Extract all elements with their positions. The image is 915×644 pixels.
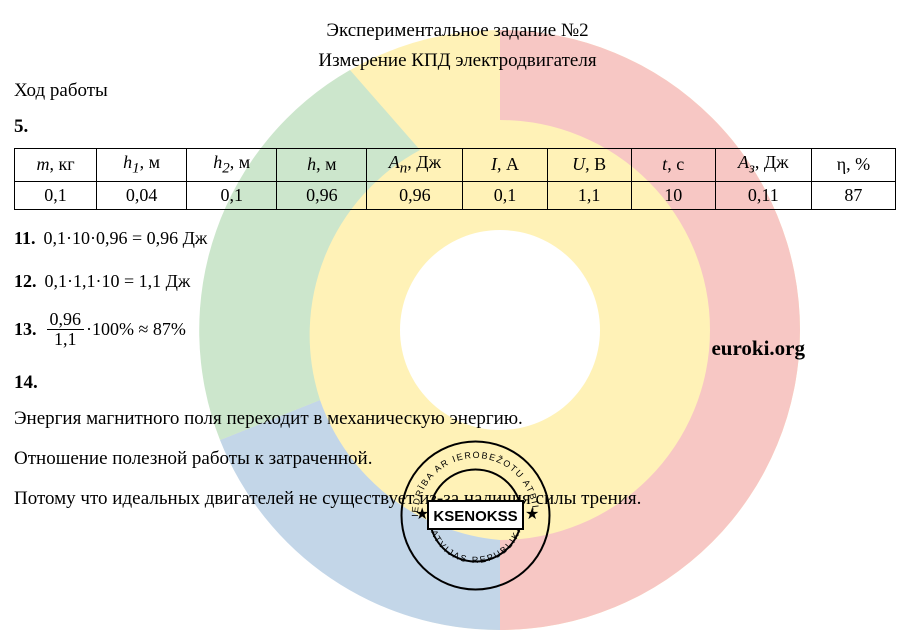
table-data-cell: 0,1	[463, 181, 547, 209]
item-12: 12. 0,1·1,1·10 = 1,1 Дж	[14, 271, 901, 292]
item-13-fraction: 0,96 1,1	[47, 310, 85, 351]
svg-text:KSENOKSS: KSENOKSS	[433, 508, 517, 525]
table-header-cell: m, кг	[15, 149, 97, 182]
paragraph-1: Энергия магнитного поля переходит в меха…	[14, 408, 901, 430]
table-header-cell: Aп, Дж	[367, 149, 463, 182]
item-11-number: 11.	[14, 228, 36, 249]
table-header-cell: U, В	[547, 149, 631, 182]
table-data-cell: 0,1	[15, 181, 97, 209]
table-header-cell: h2, м	[187, 149, 277, 182]
item-13: 13. 0,96 1,1 ·100% ≈ 87%	[14, 310, 901, 351]
table-data-cell: 87	[811, 181, 895, 209]
fraction-numerator: 0,96	[47, 310, 85, 331]
paragraph-3: Потому что идеальных двигателей не сущес…	[14, 488, 901, 510]
svg-text:LATVIJAS REPUBLIKA: LATVIJAS REPUBLIKA	[427, 523, 524, 565]
table-header-cell: Aз, Дж	[715, 149, 811, 182]
paragraph-2: Отношение полезной работы к затраченной.	[14, 448, 901, 470]
item-5-number: 5.	[14, 116, 901, 138]
table-header-cell: h, м	[277, 149, 367, 182]
measurements-table: m, кгh1, мh2, мh, мAп, ДжI, АU, Вt, сAз,…	[14, 148, 896, 210]
table-header-cell: h1, м	[97, 149, 187, 182]
item-11-expr: 0,1·10·0,96 = 0,96 Дж	[44, 228, 208, 249]
item-11: 11. 0,1·10·0,96 = 0,96 Дж	[14, 228, 901, 249]
table-data-cell: 0,96	[367, 181, 463, 209]
item-13-number: 13.	[14, 319, 37, 340]
section-header: Ход работы	[14, 80, 901, 102]
table-data-cell: 0,1	[187, 181, 277, 209]
table-header-cell: η, %	[811, 149, 895, 182]
table-data-cell: 1,1	[547, 181, 631, 209]
item-14-number: 14.	[14, 372, 901, 394]
task-subtitle: Измерение КПД электродвигателя	[14, 50, 901, 72]
item-12-expr: 0,1·1,1·10 = 1,1 Дж	[45, 271, 191, 292]
table-header-cell: t, с	[631, 149, 715, 182]
table-data-cell: 10	[631, 181, 715, 209]
table-header-cell: I, А	[463, 149, 547, 182]
table-data-cell: 0,04	[97, 181, 187, 209]
item-12-number: 12.	[14, 271, 37, 292]
table-data-cell: 0,11	[715, 181, 811, 209]
item-13-tail: ·100% ≈ 87%	[86, 319, 186, 340]
table-data-cell: 0,96	[277, 181, 367, 209]
task-title: Экспериментальное задание №2	[14, 20, 901, 42]
fraction-denominator: 1,1	[47, 330, 85, 350]
